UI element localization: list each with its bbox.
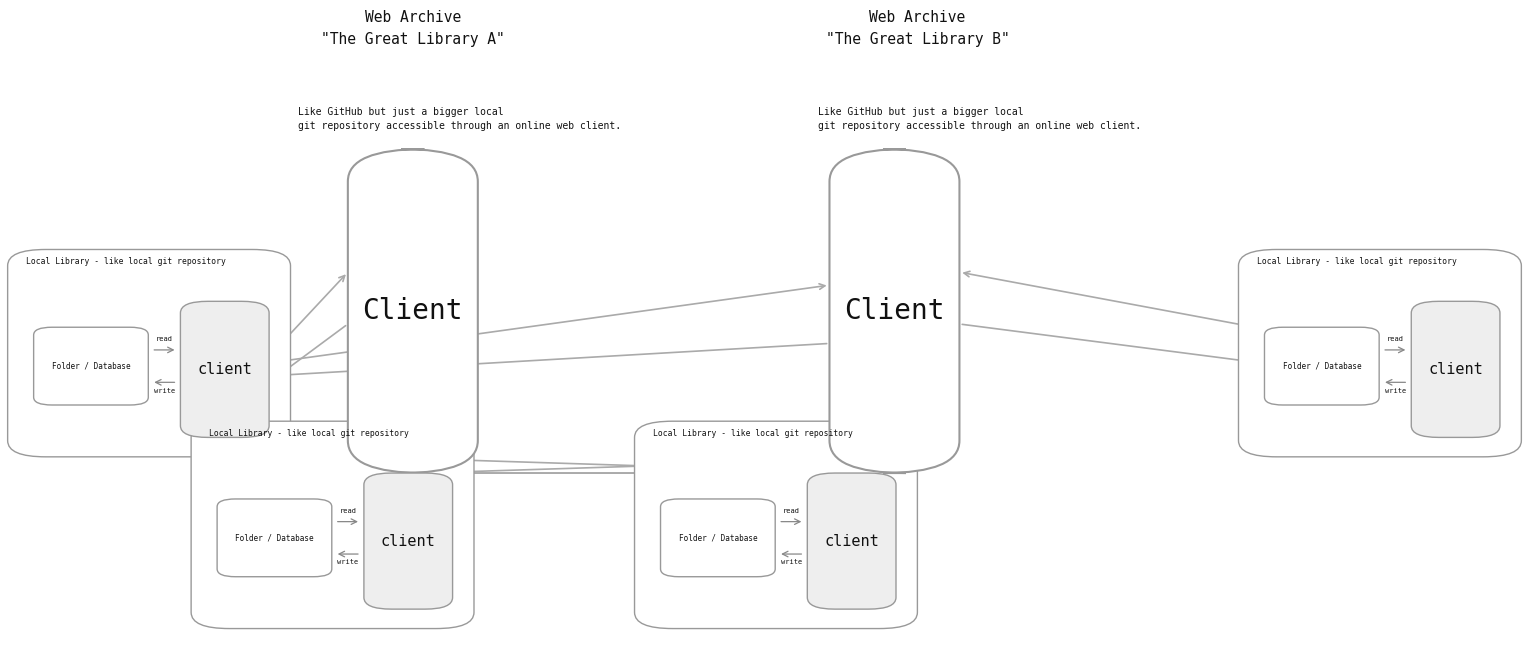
FancyBboxPatch shape (635, 421, 917, 629)
FancyBboxPatch shape (191, 421, 474, 629)
Text: client: client (381, 533, 436, 549)
FancyBboxPatch shape (180, 301, 269, 437)
Text: Like GitHub but just a bigger local
git repository accessible through an online : Like GitHub but just a bigger local git … (818, 107, 1141, 131)
Text: Folder / Database: Folder / Database (235, 533, 313, 542)
FancyBboxPatch shape (349, 149, 477, 473)
Text: write: write (154, 388, 174, 393)
Text: Folder / Database: Folder / Database (679, 533, 757, 542)
Text: Local Library - like local git repository: Local Library - like local git repositor… (1257, 257, 1457, 266)
FancyBboxPatch shape (807, 473, 896, 609)
Text: Folder / Database: Folder / Database (1283, 362, 1361, 371)
Text: Web Archive
"The Great Library A": Web Archive "The Great Library A" (321, 10, 505, 47)
Text: write: write (338, 559, 358, 565)
Text: Local Library - like local git repository: Local Library - like local git repositor… (653, 429, 853, 438)
Text: Web Archive
"The Great Library B": Web Archive "The Great Library B" (826, 10, 1009, 47)
Text: read: read (156, 336, 173, 342)
Text: Client: Client (362, 297, 463, 325)
FancyBboxPatch shape (34, 327, 148, 405)
Text: client: client (824, 533, 879, 549)
Text: client: client (197, 362, 252, 377)
FancyBboxPatch shape (217, 499, 332, 577)
FancyBboxPatch shape (829, 149, 960, 473)
Text: Client: Client (844, 297, 945, 325)
Text: read: read (339, 508, 356, 514)
FancyBboxPatch shape (8, 249, 291, 457)
Text: Folder / Database: Folder / Database (52, 362, 130, 371)
Text: Like GitHub but just a bigger local
git repository accessible through an online : Like GitHub but just a bigger local git … (298, 107, 621, 131)
Text: read: read (1387, 336, 1404, 342)
FancyBboxPatch shape (1264, 327, 1379, 405)
FancyBboxPatch shape (1238, 249, 1521, 457)
FancyBboxPatch shape (1411, 301, 1500, 437)
Text: write: write (1385, 388, 1405, 393)
FancyBboxPatch shape (364, 473, 453, 609)
Text: read: read (783, 508, 800, 514)
Text: Local Library - like local git repository: Local Library - like local git repositor… (26, 257, 226, 266)
FancyBboxPatch shape (661, 499, 775, 577)
Text: write: write (781, 559, 801, 565)
Text: Local Library - like local git repository: Local Library - like local git repositor… (209, 429, 410, 438)
Text: client: client (1428, 362, 1483, 377)
